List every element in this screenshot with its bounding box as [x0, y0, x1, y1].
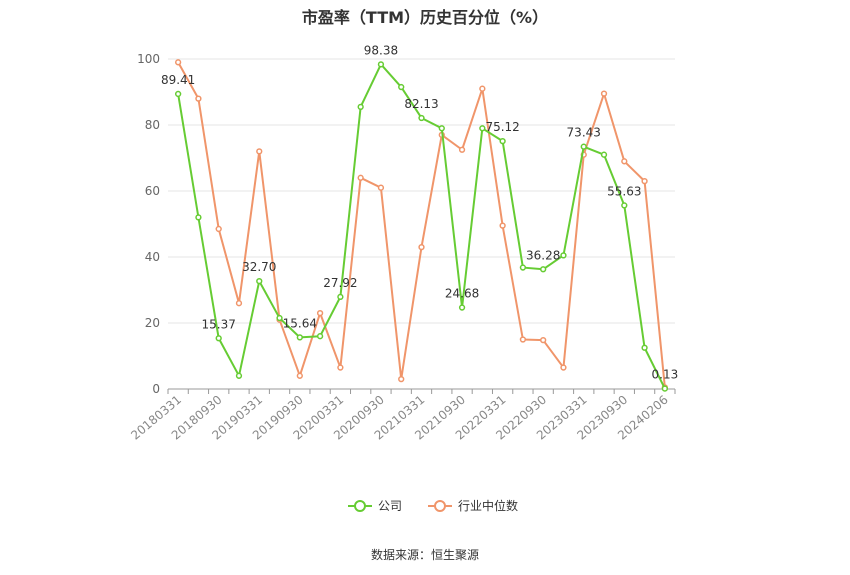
y-tick-label: 40 [145, 250, 160, 264]
data-label: 73.43 [567, 126, 601, 140]
data-point [621, 202, 628, 209]
data-point [215, 225, 222, 233]
data-label: 15.64 [283, 316, 317, 330]
series-line [177, 63, 666, 390]
y-tick-label: 60 [145, 184, 160, 198]
data-point [357, 174, 364, 181]
data-label: 24.68 [445, 287, 479, 301]
data-point [256, 277, 263, 285]
data-point [418, 114, 425, 122]
data-point [276, 314, 283, 322]
legend-marker [354, 500, 366, 512]
data-label: 36.28 [526, 248, 560, 262]
data-point [256, 148, 263, 155]
data-point [560, 252, 567, 259]
data-point [337, 293, 344, 301]
data-point [580, 143, 587, 150]
data-label: 75.12 [485, 120, 519, 134]
legend-item: 行业中位数 [428, 498, 518, 513]
legend-marker [434, 500, 446, 512]
data-point [479, 85, 486, 92]
data-point [600, 151, 608, 158]
y-tick-label: 20 [145, 316, 160, 330]
data-point [438, 125, 445, 132]
data-point [458, 304, 466, 311]
data-label: 15.37 [202, 317, 236, 331]
data-point [398, 83, 405, 91]
data-point [540, 337, 547, 344]
data-point [519, 264, 527, 271]
y-tick-label: 0 [152, 382, 160, 396]
data-point [296, 334, 303, 341]
data-point [519, 336, 527, 343]
data-point [174, 59, 182, 66]
data-label: 55.63 [607, 184, 641, 198]
data-label: 0.13 [652, 368, 679, 382]
data-label: 82.13 [404, 97, 438, 111]
data-label: 98.38 [364, 43, 398, 57]
data-point [195, 214, 202, 221]
data-point [195, 95, 202, 102]
data-point [621, 158, 628, 165]
legend-item: 公司 [348, 499, 402, 513]
data-point [377, 61, 385, 68]
data-point [296, 372, 303, 379]
data-point [560, 364, 567, 371]
data-point [337, 364, 344, 371]
chart-title: 市盈率（TTM）历史百分位（%） [301, 8, 549, 27]
y-tick-label: 80 [145, 118, 160, 132]
data-point [499, 137, 506, 145]
data-point [235, 372, 243, 379]
data-label: 27.92 [323, 276, 357, 290]
data-point [316, 309, 324, 317]
data-point [398, 375, 405, 383]
data-point [316, 333, 324, 340]
data-point [235, 300, 243, 307]
data-point [641, 344, 648, 351]
legend-label: 行业中位数 [458, 498, 518, 513]
data-point [215, 335, 222, 342]
data-point [641, 177, 648, 185]
series-line [177, 61, 666, 388]
data-point [174, 90, 182, 98]
data-point [458, 146, 466, 153]
data-source: 数据来源：恒生聚源 [370, 548, 479, 562]
data-point [479, 125, 486, 132]
data-label: 32.70 [242, 260, 276, 274]
y-tick-label: 100 [137, 52, 160, 66]
data-point [600, 90, 608, 97]
data-point [540, 266, 547, 273]
data-point [499, 222, 506, 229]
data-point [357, 103, 364, 110]
data-point [418, 243, 425, 251]
legend-label: 公司 [378, 499, 402, 513]
data-point [661, 385, 669, 392]
data-label: 89.41 [161, 73, 195, 87]
data-point [377, 184, 385, 191]
